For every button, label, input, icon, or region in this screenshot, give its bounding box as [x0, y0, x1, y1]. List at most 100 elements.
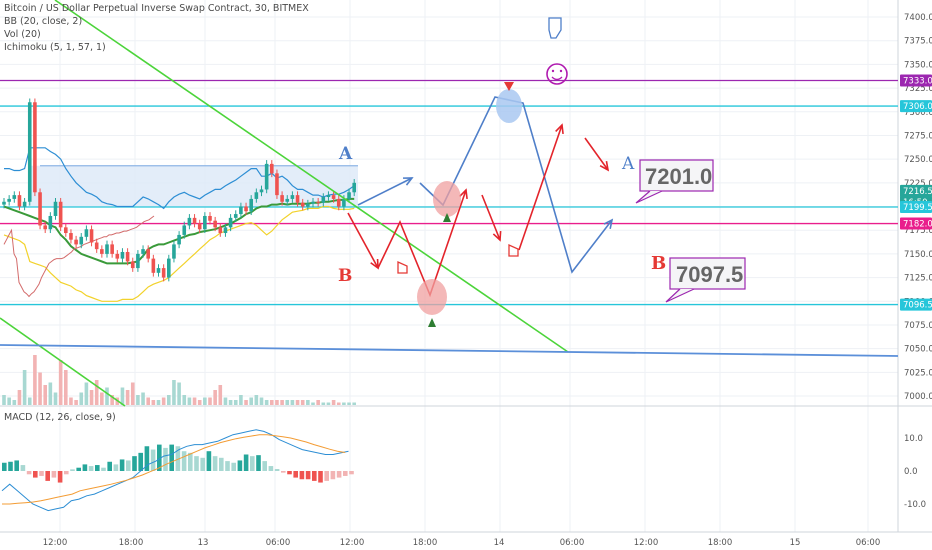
- up-marker-icon: [443, 213, 451, 222]
- volume-bar: [223, 397, 228, 405]
- candle-body: [151, 258, 156, 273]
- descending-trendline: [0, 317, 126, 407]
- highlight-circle: [496, 89, 522, 123]
- time-tick-label: 14: [494, 538, 505, 548]
- forecast-drawings[interactable]: [347, 17, 746, 327]
- volume-bar: [244, 400, 248, 405]
- candle-body: [120, 251, 125, 259]
- forecast-arrow: [584, 137, 609, 171]
- macd-histogram-bar: [336, 471, 342, 478]
- macd-histogram-bar: [287, 471, 292, 475]
- bb-upper-line: [4, 147, 355, 210]
- volume-bar: [249, 397, 253, 405]
- macd-line: [1, 429, 349, 512]
- macd-histogram-bar: [312, 471, 317, 481]
- macd-histogram-bar: [305, 471, 311, 480]
- candle-body: [146, 249, 150, 259]
- vol-legend[interactable]: Vol (20): [4, 29, 41, 40]
- macd-histogram-bar: [107, 461, 112, 471]
- candle-body: [213, 220, 217, 228]
- annotation-label: 7097.5: [676, 262, 743, 287]
- volume-bar: [182, 395, 187, 405]
- price-badge: 7216.5: [900, 184, 932, 197]
- volume-bar: [69, 397, 73, 405]
- candle-body: [290, 195, 295, 199]
- candle-body: [7, 198, 11, 202]
- time-axis[interactable]: 12:00 18:00 13 06:00 12:00 18:00 14 06:00 12:00 1…: [43, 538, 881, 548]
- candle-body: [38, 192, 42, 226]
- macd-histogram-bar: [2, 462, 7, 471]
- volume-bar: [321, 402, 326, 405]
- ichimoku-legend[interactable]: Ichimoku (5, 1, 57, 1): [4, 42, 106, 53]
- time-tick-label: 06:00: [856, 538, 881, 548]
- candle-body: [12, 195, 17, 199]
- volume-bar: [110, 395, 114, 405]
- volume-bar: [264, 400, 269, 405]
- candle-body: [58, 201, 63, 228]
- volume-bar: [84, 382, 89, 405]
- volume-bar: [27, 397, 32, 405]
- volume-bar: [187, 397, 192, 405]
- macd-histogram-bar: [212, 456, 218, 471]
- annotation-label: A: [338, 144, 353, 164]
- candle-body: [172, 244, 176, 259]
- candle-body: [342, 198, 346, 207]
- macd-histogram-bar: [200, 457, 205, 471]
- macd-histogram-bar: [88, 466, 94, 471]
- time-tick-label: 15: [790, 538, 801, 548]
- candle-body: [316, 201, 320, 203]
- trendlines[interactable]: [0, 0, 899, 407]
- price-badge: 7199.5: [900, 200, 932, 213]
- candle-body: [74, 239, 78, 245]
- volume-bar: [326, 402, 331, 405]
- time-tick-label: 13: [198, 538, 209, 548]
- volume-bar: [58, 360, 63, 405]
- candle-body: [105, 244, 109, 254]
- price-badge-label: 7182.0: [903, 220, 932, 230]
- candle-body: [33, 102, 37, 193]
- volume-bar: [7, 397, 11, 405]
- volume-bar: [74, 400, 78, 405]
- macd-legend[interactable]: MACD (12, 26, close, 9): [4, 412, 116, 423]
- forecast-arrow: [347, 212, 379, 269]
- macd-histogram-bar: [95, 465, 100, 471]
- hand-pointer-icon: [508, 243, 519, 257]
- candle-body: [336, 198, 341, 207]
- volume-bar: [331, 400, 336, 405]
- macd-histogram-bar: [169, 444, 174, 471]
- bb-legend[interactable]: BB (20, close, 2): [4, 16, 83, 27]
- candle-body: [300, 202, 305, 207]
- price-axis[interactable]: 7400.0 7375.0 7350.0 7325.0 7300.0 7275.0 7250…: [900, 13, 932, 510]
- macd-histogram-bar: [293, 471, 298, 478]
- candle-body: [203, 215, 207, 230]
- volume-bar: [146, 397, 150, 405]
- annotations[interactable]: A B A B 7201.0 7097.5: [338, 144, 743, 287]
- cloud-fill: [28, 165, 358, 207]
- volume-bar: [197, 400, 202, 405]
- candle-body: [48, 215, 53, 230]
- price-badge-label: 7333.0: [903, 76, 932, 86]
- smiley-eye: [559, 69, 563, 73]
- time-tick-label: 18:00: [119, 538, 144, 548]
- macd-histogram-bar: [343, 471, 348, 476]
- price-badge-bg: [900, 74, 932, 87]
- candle-body: [187, 217, 192, 226]
- volume-bar: [259, 397, 264, 405]
- volume-bar: [213, 390, 217, 405]
- arrow-head: [459, 188, 468, 200]
- volume-bar: [347, 402, 351, 405]
- volume-bar: [156, 400, 161, 405]
- forecast-path: [377, 189, 467, 298]
- candle-body: [130, 261, 135, 269]
- candle-body: [218, 227, 223, 234]
- candle-body: [89, 229, 94, 243]
- volume-bar: [218, 385, 223, 405]
- macd-histogram-bar: [144, 446, 150, 471]
- candle-body: [136, 253, 140, 269]
- macd-histogram-bar: [26, 471, 32, 475]
- candle-body: [177, 234, 181, 245]
- volume-bar: [342, 402, 346, 405]
- macd-histogram-bar: [324, 471, 329, 481]
- volume-bar: [33, 355, 37, 405]
